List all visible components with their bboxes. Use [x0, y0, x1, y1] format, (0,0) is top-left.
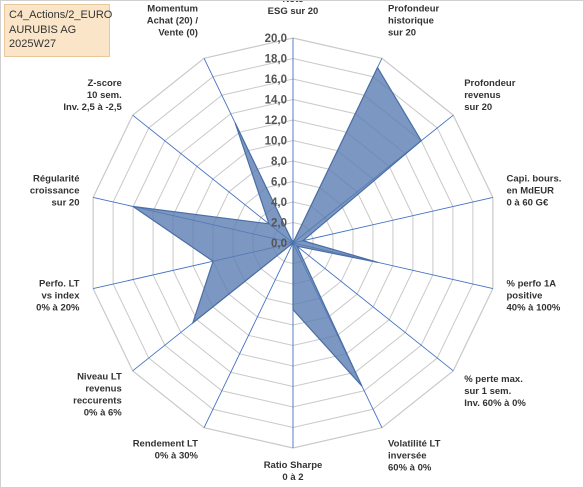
axis-label: Volatilité LT inversée 60% à 0%	[388, 438, 441, 473]
axis-label: % perte max. sur 1 sem. Inv. 60% à 0%	[464, 374, 526, 409]
tick-label: 6,0	[271, 177, 287, 189]
axis-label: Perfo. LT vs index 0% à 20%	[36, 279, 80, 314]
axis-label-line: Profondeur	[388, 4, 439, 15]
radar-series	[132, 66, 422, 387]
axis-label: % perfo 1A positive 40% à 100%	[507, 279, 561, 314]
axis-label-line: Inv. 60% à 0%	[464, 398, 526, 409]
axis-label-line: Z-score	[87, 78, 121, 89]
axis-label: Ratio Sharpe 0 à 2	[264, 460, 323, 483]
axis-label-line: Rendement LT	[133, 438, 198, 449]
axis-label-line: revenus	[85, 384, 121, 395]
title-line-company: AURUBIS AG	[9, 23, 77, 36]
chart-title-box: C4_Actions/2_EURO AURUBIS AG 2025W27	[4, 4, 113, 57]
axis-label-line: 40% à 100%	[507, 303, 561, 314]
axis-label-line: Capi. bours.	[507, 173, 562, 184]
axis-label: Capi. bours. en MdEUR 0 à 60 G€	[507, 173, 562, 208]
axis-label-line: positive	[507, 291, 543, 302]
axis-label: NoteESG sur 20	[268, 1, 319, 17]
axis-label-line: reccurents	[73, 396, 122, 407]
tick-label: 4,0	[271, 197, 287, 209]
axis-label-line: Niveau LT	[77, 372, 122, 383]
axis-label-line: historique	[388, 16, 434, 27]
axis-label: Profondeur historique sur 20	[388, 4, 439, 39]
tick-label: 18,0	[265, 54, 287, 66]
axis-label-line: 0 à 60 G€	[507, 197, 549, 208]
axis-label-line: ESG sur 20	[268, 6, 319, 17]
axis-label: Niveau LT revenus reccurents 0% à 6%	[73, 372, 122, 419]
tick-label: 16,0	[265, 74, 287, 86]
axis-label: Momentum Achat (20) / Vente (0)	[147, 4, 199, 39]
tick-label: 2,0	[271, 218, 287, 230]
axis-label-line: Momentum	[147, 4, 198, 15]
axis-spoke	[132, 114, 294, 244]
axis-label-line: croissance	[30, 185, 80, 196]
axis-label-line: Vente (0)	[158, 28, 198, 39]
axis-label-line: Volatilité LT	[388, 438, 441, 449]
axis-label-line: Note	[282, 1, 303, 5]
axis-label-line: Régularité	[33, 173, 79, 184]
axis-label: Z-score 10 sem. Inv. 2,5 à -2,5	[63, 78, 122, 113]
axis-label: Régularité croissance sur 20	[30, 173, 80, 208]
axis-label-line: Achat (20) /	[147, 16, 199, 27]
axis-spoke	[292, 242, 454, 372]
axis-label-line: revenus	[464, 90, 500, 101]
axis-label-line: % perte max.	[464, 374, 523, 385]
radar-tick-labels: 0,0 2,0 4,0 6,0 8,0 10,0 12,0 14,0 16,0 18,0 20,0	[265, 33, 287, 250]
tick-label: 0,0	[271, 238, 287, 250]
tick-label: 12,0	[265, 115, 287, 127]
tick-label: 20,0	[265, 33, 287, 45]
axis-label-line: Profondeur	[464, 78, 515, 89]
axis-label-line: sur 20	[388, 28, 416, 39]
axis-label-line: en MdEUR	[507, 185, 555, 196]
axis-label-line: 0% à 6%	[84, 408, 123, 419]
title-line-portfolio: C4_Actions/2_EURO	[9, 9, 113, 21]
axis-label-line: Ratio Sharpe	[264, 460, 323, 471]
tick-label: 8,0	[271, 156, 287, 168]
series-area	[132, 66, 422, 387]
axis-spoke	[292, 196, 493, 244]
axis-label-line: inversée	[388, 450, 427, 461]
title-line-week: 2025W27	[9, 38, 57, 50]
axis-label-line: sur 1 sem.	[464, 386, 511, 397]
axis-label-line: sur 20	[51, 197, 79, 208]
axis-label: Profondeur revenus sur 20	[464, 78, 515, 113]
tick-label: 10,0	[265, 136, 287, 148]
axis-label-line: sur 20	[464, 102, 492, 113]
axis-label-line: Inv. 2,5 à -2,5	[63, 102, 122, 113]
axis-label-line: vs index	[41, 291, 80, 302]
axis-label-line: Perfo. LT	[39, 279, 80, 290]
axis-label-line: 60% à 0%	[388, 462, 432, 473]
tick-label: 14,0	[265, 95, 287, 107]
axis-label-line: 0% à 20%	[36, 303, 80, 314]
axis-label-line: 10 sem.	[87, 90, 122, 101]
axis-label-line: 0 à 2	[282, 472, 303, 483]
axis-label-line: % perfo 1A	[507, 279, 557, 290]
axis-spoke	[203, 242, 294, 428]
axis-label: Rendement LT 0% à 30%	[133, 438, 199, 461]
axis-label-line: 0% à 30%	[155, 450, 199, 461]
